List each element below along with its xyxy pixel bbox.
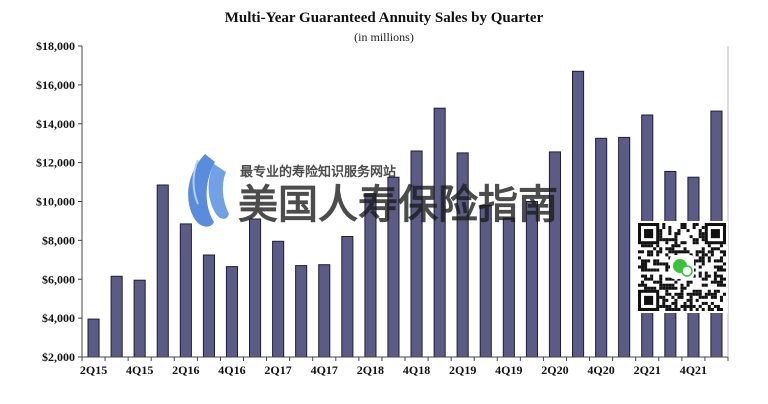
y-tick-label: $18,000 (36, 39, 75, 53)
x-tick-label: 4Q21 (680, 363, 707, 377)
chart-subtitle: (in millions) (354, 30, 414, 44)
x-tick-label: 4Q20 (587, 363, 614, 377)
x-tick-label: 4Q17 (311, 363, 338, 377)
y-tick-label: $2,000 (42, 350, 75, 364)
bar-4Q17 (318, 264, 331, 358)
chart-title: Multi-Year Guaranteed Annuity Sales by Q… (225, 10, 544, 26)
y-tick-label: $6,000 (42, 272, 75, 286)
y-tick-label: $14,000 (36, 117, 75, 131)
bar-4Q18 (410, 150, 423, 358)
bar-2Q16 (179, 223, 192, 358)
bar-1Q19 (433, 107, 446, 358)
x-tick-label: 4Q18 (403, 363, 430, 377)
x-tick-label: 2Q18 (357, 363, 384, 377)
bar-4Q15 (133, 279, 146, 358)
y-ticks-group: $2,000 $4,000 $6,000 $8,000 $10,000 $12,000 $1… (36, 39, 82, 364)
x-tick-label: 2Q19 (449, 363, 476, 377)
watermark-name: 美国人寿保险指南 (238, 183, 558, 227)
bar-1Q18 (341, 236, 354, 358)
bar-4Q20 (595, 137, 608, 358)
watermark-tagline: 最专业的寿险知识服务网站 (240, 164, 396, 179)
x-tick-label: 2Q15 (80, 363, 107, 377)
bar-3Q20 (572, 70, 585, 358)
bar-3Q17 (295, 265, 308, 358)
y-tick-label: $10,000 (36, 195, 75, 209)
bar-4Q16 (225, 266, 238, 358)
y-tick-label: $8,000 (42, 233, 75, 247)
bar-1Q16 (156, 184, 169, 358)
bar-1Q17 (249, 218, 262, 358)
x-tick-label: 2Q17 (264, 363, 291, 377)
x-tick-label: 4Q19 (495, 363, 522, 377)
bar-2Q17 (272, 240, 285, 358)
y-tick-label: $12,000 (36, 156, 75, 170)
x-tick-label: 4Q16 (218, 363, 245, 377)
bar-3Q19 (479, 204, 492, 358)
x-tick-label: 4Q15 (126, 363, 153, 377)
bar-3Q15 (110, 275, 123, 358)
qr-code-icon (636, 221, 728, 313)
bar-2Q15 (87, 318, 100, 358)
x-tick-label: 2Q16 (172, 363, 199, 377)
watermark: 最专业的寿险知识服务网站 美国人寿保险指南 (188, 154, 558, 227)
x-tick-label: 2Q20 (541, 363, 568, 377)
y-tick-label: $16,000 (36, 78, 75, 92)
watermark-logo-icon (188, 154, 229, 227)
x-tick-label: 2Q21 (634, 363, 661, 377)
y-tick-label: $4,000 (42, 311, 75, 325)
bar-1Q21 (618, 136, 631, 358)
bar-3Q16 (202, 254, 215, 358)
bar-4Q19 (502, 217, 515, 358)
x-ticks-group: 2Q15 4Q15 2Q16 4Q16 2Q17 4Q17 2Q18 4Q18 2Q19 4Q19… (80, 357, 729, 377)
